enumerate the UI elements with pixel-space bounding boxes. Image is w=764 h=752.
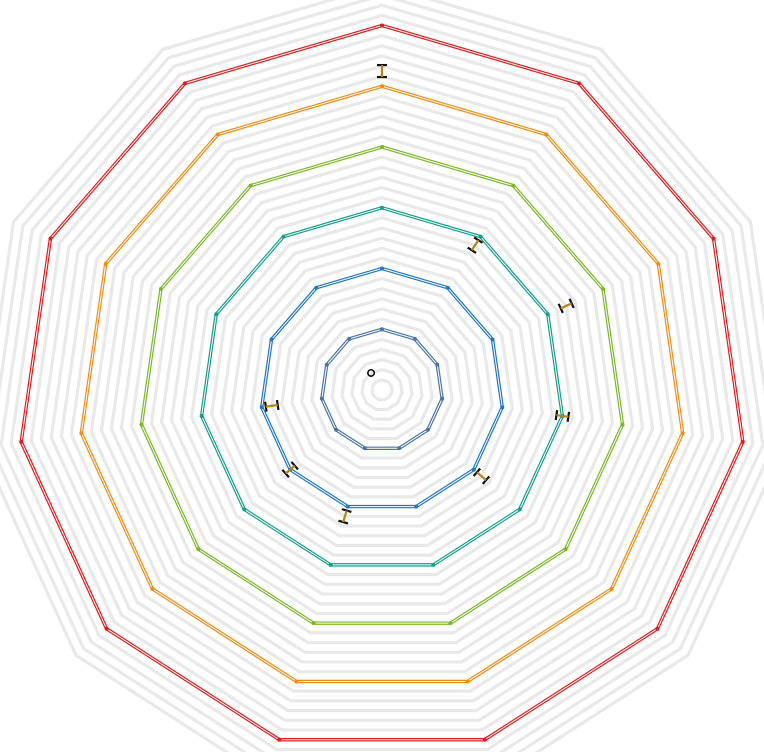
grid-ring <box>81 86 682 681</box>
errorbar-stroke <box>556 415 568 417</box>
series-point <box>712 237 716 241</box>
series-point <box>159 287 163 291</box>
grid-ring <box>302 309 462 468</box>
series-point <box>610 587 614 591</box>
series-point <box>479 235 483 239</box>
series-point <box>380 84 384 88</box>
series-line <box>81 86 682 681</box>
series-point <box>294 679 298 683</box>
grid-ring <box>362 370 402 410</box>
series-point <box>621 423 625 427</box>
series-point <box>413 337 417 341</box>
series-point <box>466 679 470 683</box>
series-point <box>655 627 659 631</box>
series-point <box>446 286 450 290</box>
series-point <box>329 563 333 567</box>
series-point <box>472 468 476 472</box>
series-point <box>249 184 253 188</box>
series-point <box>380 24 384 28</box>
series-0 <box>320 327 444 450</box>
grid-ring <box>372 380 392 400</box>
series-point <box>281 235 285 239</box>
series-point <box>320 397 324 401</box>
series-point <box>431 563 435 567</box>
series-point <box>79 431 83 435</box>
series-point <box>277 738 281 742</box>
series-point <box>414 505 418 509</box>
grid-ring <box>192 198 573 575</box>
series-point <box>380 145 384 149</box>
series-point <box>312 621 316 625</box>
series-point <box>314 286 318 290</box>
series-point <box>104 262 108 266</box>
series-point <box>741 440 745 444</box>
series-point <box>656 262 660 266</box>
series-point <box>325 363 329 367</box>
series-point <box>150 587 154 591</box>
series-point <box>105 627 109 631</box>
series-1 <box>260 267 505 509</box>
series-point <box>380 327 384 331</box>
series-point <box>511 184 515 188</box>
series-point <box>216 132 220 136</box>
series-point <box>380 267 384 271</box>
grid-ring <box>232 238 533 536</box>
series-point <box>500 405 504 409</box>
series-point <box>347 337 351 341</box>
series-point <box>19 440 23 444</box>
series-point <box>564 547 568 551</box>
series-point <box>546 312 550 316</box>
series-point <box>363 446 367 450</box>
series-point <box>397 446 401 450</box>
series-point <box>518 507 522 511</box>
series-point <box>435 363 439 367</box>
series-point <box>334 428 338 432</box>
series-point <box>426 428 430 432</box>
series-point <box>242 507 246 511</box>
series-point <box>491 338 495 342</box>
grid-ring <box>262 269 503 507</box>
series-point <box>200 414 204 418</box>
series-point <box>544 132 548 136</box>
series-line-highlight <box>81 86 682 681</box>
series-point <box>380 206 384 210</box>
series-point <box>48 237 52 241</box>
series-line-highlight <box>262 269 503 507</box>
grid-ring <box>292 299 472 478</box>
series-point <box>346 505 350 509</box>
series-point <box>601 287 605 291</box>
series-point <box>260 405 264 409</box>
series-line <box>262 269 503 507</box>
series-point <box>183 81 187 85</box>
series-point <box>577 81 581 85</box>
series-point <box>440 397 444 401</box>
errorbar-stroke <box>266 405 278 407</box>
series-point <box>681 431 685 435</box>
series-point <box>269 338 273 342</box>
grid-ring <box>162 167 603 603</box>
series-point <box>139 423 143 427</box>
series-point <box>214 312 218 316</box>
series-point <box>196 547 200 551</box>
grid-ring <box>332 339 432 438</box>
series-point <box>448 621 452 625</box>
series-point <box>483 738 487 742</box>
